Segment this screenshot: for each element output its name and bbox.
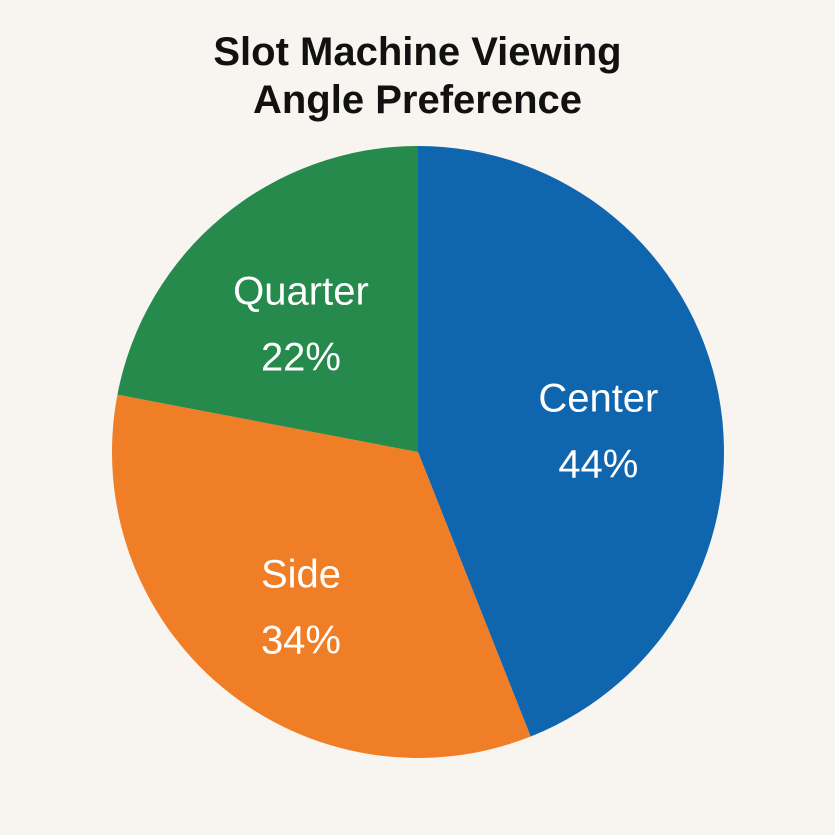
pie-slice-quarter [117,146,418,452]
chart-title: Slot Machine Viewing Angle Preference [0,28,835,124]
slice-value-quarter: 22% [261,336,341,380]
slice-value-side: 34% [261,618,341,662]
chart-title-line-1: Slot Machine Viewing [213,30,622,74]
pie-slices [111,146,725,758]
pie-labels: Center 44% Side 34% Quarter 22% [233,270,658,663]
slice-label-side: Side [261,552,341,596]
chart-title-line-2: Angle Preference [252,78,583,122]
pie-slice-center [418,146,725,737]
slice-label-center: Center [538,377,658,421]
slice-label-quarter: Quarter [233,270,369,314]
slice-value-center: 44% [558,443,638,487]
pie-slice-side [111,394,531,758]
